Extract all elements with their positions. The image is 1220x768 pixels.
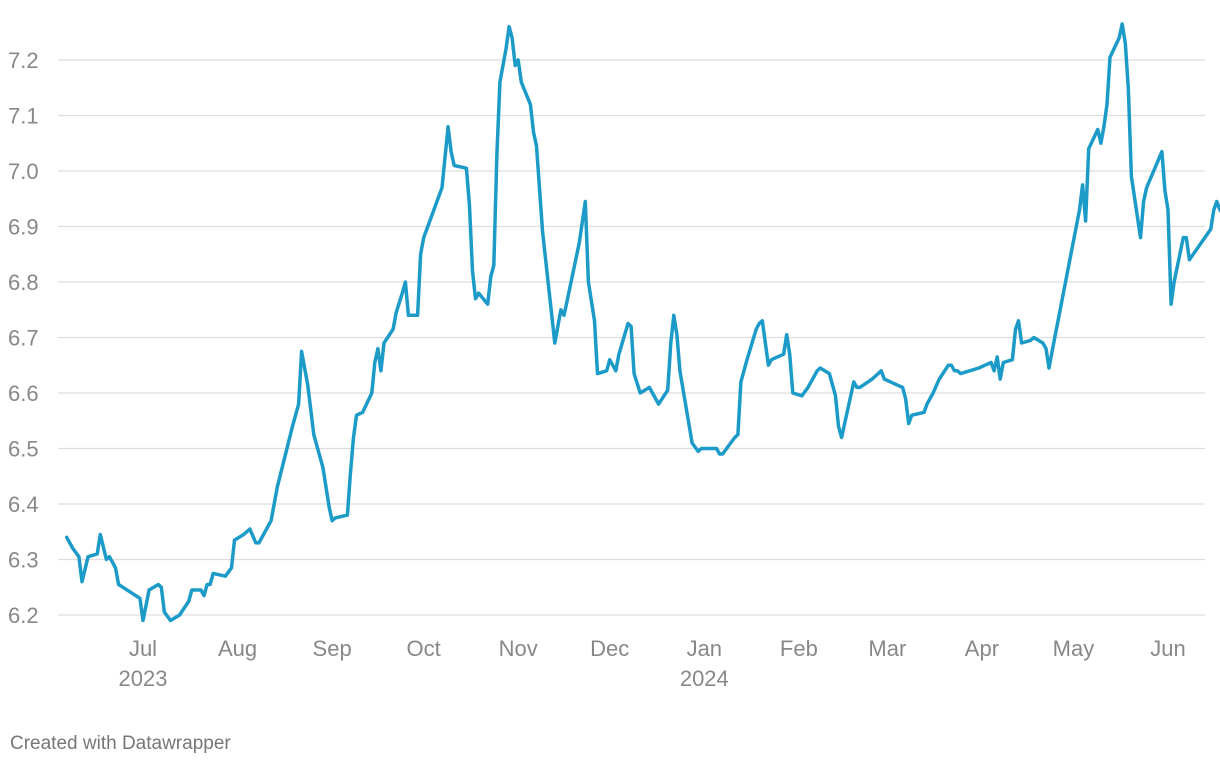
x-tick-label: Nov (499, 636, 538, 661)
y-tick-label: 6.8 (8, 270, 39, 295)
x-tick-label: Sep (313, 636, 352, 661)
x-tick-label: Mar (868, 636, 906, 661)
x-tick-label: Jun (1150, 636, 1185, 661)
x-tick-label: Jan (687, 636, 722, 661)
y-tick-label: 6.7 (8, 326, 39, 351)
x-tick-year-label: 2024 (680, 666, 729, 691)
x-tick-label: Feb (780, 636, 818, 661)
y-tick-label: 6.2 (8, 603, 39, 628)
y-tick-label: 6.9 (8, 215, 39, 240)
y-tick-label: 6.6 (8, 381, 39, 406)
y-tick-label: 7.2 (8, 48, 39, 73)
y-tick-label: 6.5 (8, 437, 39, 462)
x-tick-year-label: 2023 (119, 666, 168, 691)
series-lines (64, 22, 1220, 623)
y-tick-label: 6.3 (8, 548, 39, 573)
x-tick-label: Dec (590, 636, 629, 661)
x-tick-label: Apr (965, 636, 999, 661)
line-chart: 6.2 6.3 6.4 6.5 6.6 6.7 6.8 6.9 7.0 7.1 7.2 Jul 202… (8, 22, 1220, 691)
footer-credit: Created with Datawrapper (10, 733, 231, 754)
x-tick-label: Oct (407, 636, 441, 661)
x-tick-label: Jul (129, 636, 157, 661)
series-line (64, 22, 1220, 623)
y-axis-tick-labels: 6.2 6.3 6.4 6.5 6.6 6.7 6.8 6.9 7.0 7.1 7.2 (8, 48, 39, 628)
y-tick-label: 7.1 (8, 104, 39, 129)
x-tick-label: Aug (218, 636, 257, 661)
y-tick-label: 6.4 (8, 492, 39, 517)
x-axis-tick-labels: Jul 2023 Aug Sep Oct Nov Dec Jan 2024 Feb Mar Apr Ma… (119, 636, 1186, 691)
x-tick-label: May (1053, 636, 1095, 661)
y-tick-label: 7.0 (8, 159, 39, 184)
